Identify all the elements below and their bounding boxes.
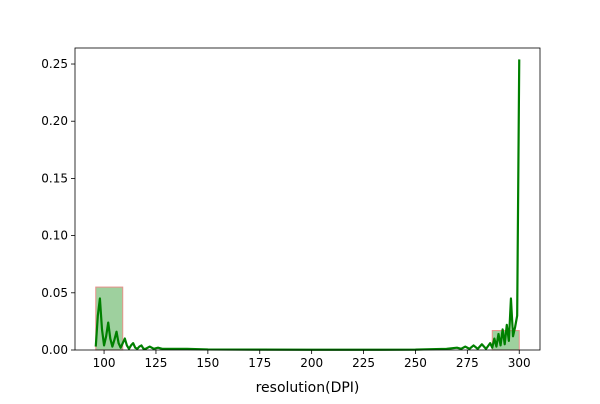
x-tick-label-7: 275 — [456, 356, 479, 370]
x-tick-label-1: 125 — [145, 356, 168, 370]
x-tick-label-6: 250 — [404, 356, 427, 370]
y-tick-label-2: 0.10 — [41, 229, 68, 243]
y-tick-label-0: 0.00 — [41, 343, 68, 357]
axes-layer — [74, 47, 541, 351]
x-tick-label-2: 150 — [196, 356, 219, 370]
plot-frame — [74, 47, 541, 351]
x-tick-label-0: 100 — [93, 356, 116, 370]
x-axis-label: resolution(DPI) — [256, 380, 360, 396]
ticks-layer: 100 125 150 175 200 225 250 275 300 0.00 0.05 0.10 0… — [41, 57, 530, 370]
x-tick-label-4: 200 — [300, 356, 323, 370]
x-tick-label-3: 175 — [248, 356, 271, 370]
y-tick-label-1: 0.05 — [41, 286, 68, 300]
kde-line-0 — [94, 59, 521, 351]
bars-layer — [95, 286, 520, 351]
x-tick-label-5: 225 — [352, 356, 375, 370]
line-layer — [94, 59, 521, 351]
x-tick-label-8: 300 — [508, 356, 531, 370]
y-tick-label-3: 0.15 — [41, 171, 68, 185]
y-tick-label-4: 0.20 — [41, 114, 68, 128]
y-tick-label-5: 0.25 — [41, 57, 68, 71]
